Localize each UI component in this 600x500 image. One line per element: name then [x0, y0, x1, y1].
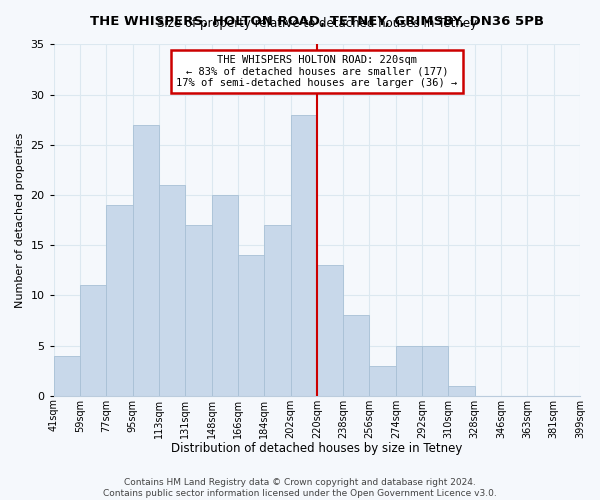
Bar [185, 225, 212, 396]
Bar [238, 255, 264, 396]
Bar [343, 316, 370, 396]
Bar [422, 346, 448, 396]
X-axis label: Distribution of detached houses by size in Tetney: Distribution of detached houses by size … [171, 442, 463, 455]
Bar [106, 205, 133, 396]
Title: THE WHISPERS, HOLTON ROAD, TETNEY, GRIMSBY, DN36 5PB: THE WHISPERS, HOLTON ROAD, TETNEY, GRIMS… [90, 15, 544, 28]
Bar [396, 346, 422, 396]
Bar [80, 286, 106, 396]
Text: Size of property relative to detached houses in Tetney: Size of property relative to detached ho… [157, 18, 477, 30]
Bar [212, 195, 238, 396]
Bar [159, 185, 185, 396]
Text: Contains HM Land Registry data © Crown copyright and database right 2024.
Contai: Contains HM Land Registry data © Crown c… [103, 478, 497, 498]
Text: THE WHISPERS HOLTON ROAD: 220sqm
← 83% of detached houses are smaller (177)
17% : THE WHISPERS HOLTON ROAD: 220sqm ← 83% o… [176, 55, 457, 88]
Bar [290, 114, 317, 396]
Bar [264, 225, 290, 396]
Bar [317, 265, 343, 396]
Y-axis label: Number of detached properties: Number of detached properties [15, 132, 25, 308]
Bar [370, 366, 396, 396]
Bar [448, 386, 475, 396]
Bar [54, 356, 80, 396]
Bar [133, 124, 159, 396]
